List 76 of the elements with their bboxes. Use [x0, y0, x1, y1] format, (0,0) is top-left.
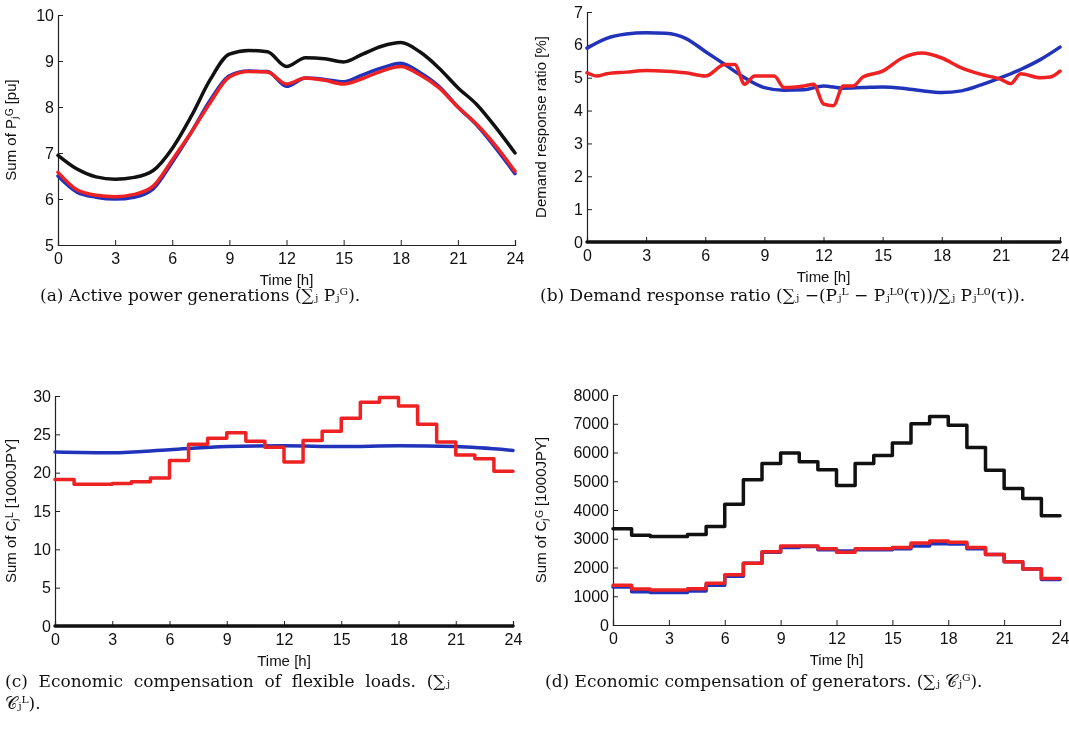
- x-tick-label: 6: [165, 631, 175, 649]
- x-tick-label: 24: [506, 250, 525, 268]
- x-tick-label: 6: [701, 247, 711, 265]
- y-tick-label: 5000: [573, 472, 610, 490]
- y-tick-label: 6: [574, 36, 584, 54]
- y-tick-label: 7000: [573, 415, 610, 433]
- x-tick-label: 21: [995, 630, 1014, 648]
- line-series: [585, 30, 1062, 95]
- y-tick-label: 7: [574, 3, 584, 21]
- x-tick-label: 21: [992, 247, 1011, 265]
- y-tick-label: 7: [45, 144, 55, 162]
- x-tick-label: 9: [222, 631, 232, 649]
- x-axis-title: Time [h]: [809, 651, 864, 668]
- y-tick-label: 4: [574, 102, 584, 120]
- y-tick-label: 5: [574, 69, 584, 87]
- y-tick-label: 6: [45, 190, 55, 208]
- y-axis-title: Demand response ratio [%]: [532, 36, 549, 218]
- y-tick-label: 2000: [573, 559, 610, 577]
- y-tick-label: 3: [574, 135, 584, 153]
- y-axis-title: Sum of Cⱼᴸ [1000JPY]: [2, 438, 20, 584]
- x-tick-label: 15: [883, 630, 902, 648]
- x-tick-label: 18: [392, 250, 411, 268]
- y-tick-label: 10: [36, 6, 55, 24]
- y-axis-title: Sum of Cⱼᴳ [1000JPY]: [532, 436, 550, 584]
- x-tick-label: 24: [504, 631, 523, 649]
- y-tick-label: 1: [574, 200, 584, 218]
- x-tick-label: 9: [760, 247, 770, 265]
- x-tick-label: 9: [776, 630, 786, 648]
- x-tick-label: 15: [332, 631, 351, 649]
- y-tick-label: 6000: [573, 444, 610, 462]
- y-tick-label: 10: [33, 540, 52, 558]
- x-tick-label: 24: [1051, 247, 1069, 265]
- x-tick-label: 18: [939, 630, 958, 648]
- text: (b) Demand response ratio (∑ⱼ −(Pⱼᴸ − Pⱼᴸ⁰(τ))/∑ⱼ Pⱼᴸ⁰(τ)).: [540, 285, 1027, 306]
- y-tick-label: 2: [574, 167, 584, 185]
- y-tick-label: 5: [42, 579, 52, 597]
- x-tick-label: 18: [390, 631, 408, 649]
- x-axis-title: Time [h]: [796, 268, 851, 285]
- y-tick-label: 30: [33, 387, 52, 405]
- y-tick-label: 4000: [573, 501, 610, 519]
- x-tick-label: 15: [874, 247, 893, 265]
- y-tick-label: 9: [45, 52, 55, 70]
- x-tick-label: 6: [168, 250, 178, 268]
- y-tick-label: 0: [600, 616, 610, 634]
- x-tick-label: 12: [828, 630, 846, 648]
- y-tick-label: 8000: [573, 386, 610, 404]
- y-axis-title: Sum of Pⱼᴳ [pu]: [2, 79, 20, 181]
- x-tick-label: 3: [108, 631, 118, 649]
- x-tick-label: 9: [225, 250, 235, 268]
- x-tick-label: 15: [335, 250, 354, 268]
- x-tick-label: 21: [449, 250, 468, 268]
- y-tick-label: 20: [33, 464, 52, 482]
- x-tick-label: 18: [933, 247, 952, 265]
- y-tick-label: 3000: [573, 530, 610, 548]
- x-tick-label: 12: [815, 247, 833, 265]
- x-tick-label: 24: [1051, 630, 1069, 648]
- x-tick-label: 3: [642, 247, 652, 265]
- y-tick-label: 1000: [573, 587, 610, 605]
- line-series: [56, 40, 517, 181]
- y-tick-label: 25: [33, 425, 52, 443]
- y-tick-label: 5: [45, 236, 55, 254]
- x-tick-label: 21: [447, 631, 466, 649]
- y-tick-label: 8: [45, 98, 55, 116]
- line-series: [53, 444, 515, 455]
- x-tick-label: 3: [111, 250, 121, 268]
- text: (c) Economic compensation of flexible loads. (∑ⱼ 𝒞ⱼᴸ).: [5, 670, 450, 714]
- y-tick-label: 0: [574, 233, 584, 251]
- y-tick-label: 0: [42, 617, 52, 635]
- x-axis-title: Time [h]: [257, 652, 311, 669]
- x-tick-label: 3: [664, 630, 674, 648]
- x-tick-label: 6: [720, 630, 730, 648]
- y-tick-label: 15: [33, 502, 52, 520]
- text: (d) Economic compensation of generators. (∑ⱼ 𝒞ⱼᴳ).: [545, 670, 984, 692]
- line-series: [585, 51, 1062, 108]
- x-tick-label: 12: [278, 250, 296, 268]
- x-tick-label: 12: [275, 631, 294, 649]
